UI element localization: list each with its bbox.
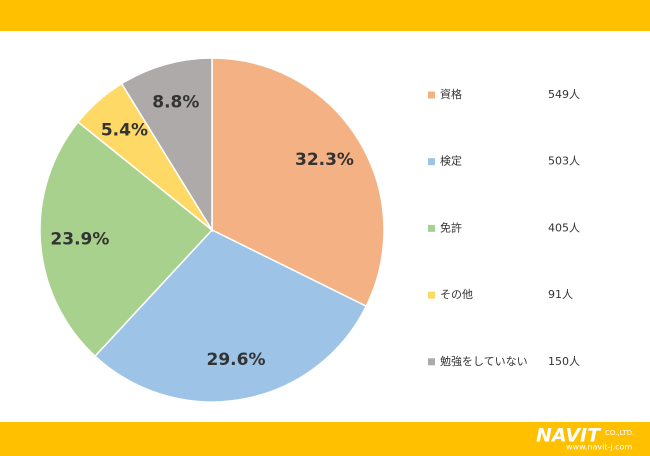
legend-label: 資格 [440,87,462,101]
pie-slice [93,229,368,403]
legend-label: 勉強をしていない [440,354,528,368]
url: www.navit-j.com [566,443,632,452]
top-bar [0,0,650,31]
pie-slice [39,120,214,358]
logo: NAVIT [536,425,602,447]
legend-swatch [428,158,435,166]
data-label: 29.6% [207,350,266,370]
legend-count: 405人 [548,221,580,234]
bottom-bar [0,422,650,456]
pie-slice [211,57,385,308]
data-label: 23.9% [50,230,109,250]
pie-slice [120,57,213,233]
legend-label: 検定 [440,154,462,168]
legend-swatch [428,91,435,99]
legend-swatch [428,291,435,299]
company: CO.,LTD. [605,429,634,437]
data-label: 8.8% [152,93,199,113]
legend-count: 503人 [548,155,580,168]
legend-swatch [428,224,435,232]
legend-swatch [428,358,435,366]
data-label: 5.4% [101,121,148,141]
data-label: 32.3% [295,150,354,170]
legend-count: 91人 [548,288,573,301]
legend-count: 549人 [548,88,580,101]
legend-label: 免許 [440,220,462,234]
legend-count: 150人 [548,355,580,368]
legend-label: その他 [440,288,473,301]
